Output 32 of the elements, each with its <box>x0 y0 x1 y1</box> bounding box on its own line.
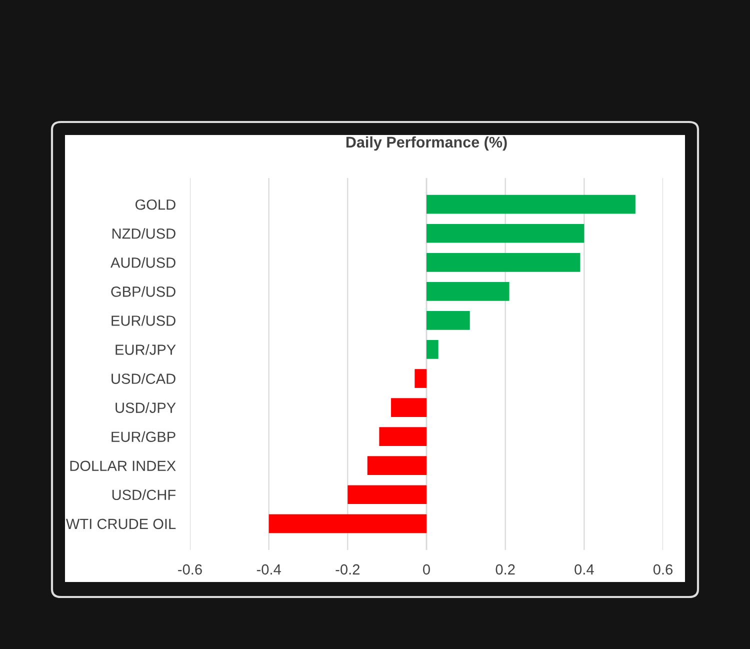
x-tick-label: -0.2 <box>336 564 360 575</box>
bar <box>367 456 426 476</box>
y-tick-label: USD/JPY <box>116 402 176 413</box>
x-tick-label: -0.4 <box>256 564 281 575</box>
y-tick-label: WTI CRUDE OIL <box>66 518 176 530</box>
bar <box>426 311 470 330</box>
bar <box>426 194 636 214</box>
bar <box>268 514 426 534</box>
y-tick-label: USD/CAD <box>112 373 176 384</box>
y-tick-label: EUR/JPY <box>116 344 176 355</box>
x-tick-label: 0.2 <box>496 564 515 575</box>
x-tick-label: 0.6 <box>653 564 672 575</box>
y-tick-label: NZD/USD <box>112 228 176 239</box>
y-tick-label: GOLD <box>136 199 176 210</box>
y-tick-label: EUR/USD <box>112 315 176 326</box>
chart-title: Daily Performance (%) <box>346 136 507 151</box>
y-tick-label: USD/CHF <box>112 489 176 500</box>
bar <box>348 485 426 504</box>
y-tick-label: DOLLAR INDEX <box>70 460 176 472</box>
y-tick-label: GBP/USD <box>111 286 176 297</box>
x-tick-label: 0.4 <box>574 564 594 575</box>
bar <box>426 224 584 243</box>
bar <box>426 340 438 359</box>
y-tick-label: AUD/USD <box>110 257 176 268</box>
bar <box>426 282 510 301</box>
y-tick-label: EUR/GBP <box>112 431 176 442</box>
x-tick-label: -0.6 <box>178 564 202 575</box>
bar <box>426 252 580 272</box>
bar <box>391 398 426 417</box>
bar <box>414 369 426 388</box>
x-tick-label: 0 <box>423 564 430 575</box>
bar <box>379 427 426 446</box>
